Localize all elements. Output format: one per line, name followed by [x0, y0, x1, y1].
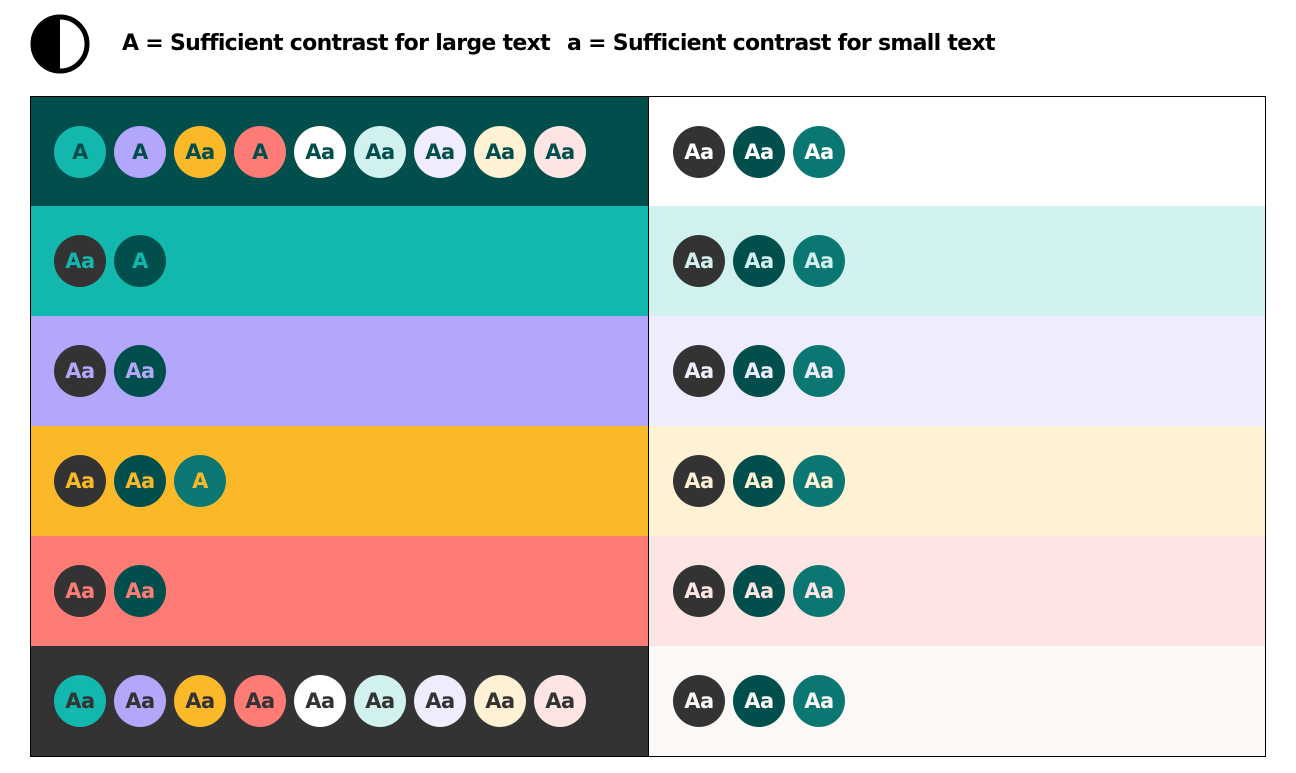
contrast-swatch: A [114, 235, 166, 287]
contrast-swatch: Aa [294, 675, 346, 727]
contrast-swatch: Aa [354, 125, 406, 178]
contrast-swatch: Aa [354, 675, 406, 727]
contrast-swatch: Aa [54, 565, 106, 617]
contrast-swatch: Aa [114, 565, 166, 617]
contrast-swatch: Aa [733, 235, 785, 287]
contrast-swatch: Aa [673, 565, 725, 617]
contrast-swatch: Aa [673, 345, 725, 397]
swatch-row-2-right: Aa Aa Aa [648, 206, 1265, 316]
contrast-swatch: A [174, 455, 226, 507]
contrast-swatch: Aa [793, 455, 845, 507]
swatch-row-4-left: Aa Aa A [31, 426, 648, 536]
contrast-swatch: Aa [733, 565, 785, 617]
swatch-row-6-right: Aa Aa Aa [648, 646, 1265, 756]
swatch-row-2-left: Aa A [31, 206, 648, 316]
swatch-row-5-right: Aa Aa Aa [648, 536, 1265, 646]
contrast-swatch: Aa [733, 345, 785, 397]
contrast-swatch: Aa [174, 675, 226, 727]
contrast-swatch: Aa [54, 345, 106, 397]
contrast-swatch: Aa [174, 125, 226, 178]
contrast-swatch: Aa [114, 675, 166, 727]
contrast-swatch: Aa [733, 125, 785, 178]
contrast-swatch: Aa [414, 125, 466, 178]
contrast-swatch: Aa [793, 125, 845, 178]
contrast-swatch: Aa [234, 675, 286, 727]
contrast-swatch: Aa [54, 455, 106, 507]
contrast-swatch: Aa [793, 345, 845, 397]
swatch-row-1-right: Aa Aa Aa [648, 97, 1265, 206]
legend-large-text: A = Sufficient contrast for large text [122, 31, 551, 56]
swatch-row-3-left: Aa Aa [31, 316, 648, 426]
swatch-row-1-left: A A Aa A Aa Aa Aa Aa Aa [31, 97, 648, 206]
contrast-swatch: Aa [793, 565, 845, 617]
swatch-row-6-left: Aa Aa Aa Aa Aa Aa Aa Aa Aa [31, 646, 648, 756]
contrast-swatch: Aa [474, 675, 526, 727]
contrast-swatch: Aa [114, 455, 166, 507]
contrast-swatch: A [54, 125, 106, 178]
swatch-row-5-left: Aa Aa [31, 536, 648, 646]
contrast-swatch: Aa [294, 125, 346, 178]
contrast-swatch: Aa [733, 455, 785, 507]
legend-small-text: a = Sufficient contrast for small text [567, 31, 995, 56]
contrast-swatch: Aa [54, 675, 106, 727]
contrast-swatch: Aa [414, 675, 466, 727]
contrast-swatch: A [234, 125, 286, 178]
contrast-swatch: A [114, 125, 166, 178]
contrast-icon [30, 14, 90, 74]
contrast-swatch: Aa [114, 345, 166, 397]
contrast-swatch: Aa [673, 675, 725, 727]
swatch-row-4-right: Aa Aa Aa [648, 426, 1265, 536]
contrast-swatch: Aa [54, 235, 106, 287]
swatch-row-3-right: Aa Aa Aa [648, 316, 1265, 426]
contrast-swatch: Aa [733, 675, 785, 727]
contrast-swatch: Aa [474, 125, 526, 178]
contrast-swatch: Aa [534, 675, 586, 727]
contrast-swatch: Aa [793, 675, 845, 727]
contrast-swatch: Aa [673, 455, 725, 507]
contrast-swatch: Aa [534, 125, 586, 178]
contrast-swatch: Aa [673, 125, 725, 178]
legend: A = Sufficient contrast for large text a… [30, 14, 1030, 74]
contrast-swatch: Aa [673, 235, 725, 287]
contrast-grid: A A Aa A Aa Aa Aa Aa Aa Aa Aa Aa Aa A Aa Aa Aa Aa Aa Aa Aa Aa… [30, 96, 1266, 757]
contrast-swatch: Aa [793, 235, 845, 287]
